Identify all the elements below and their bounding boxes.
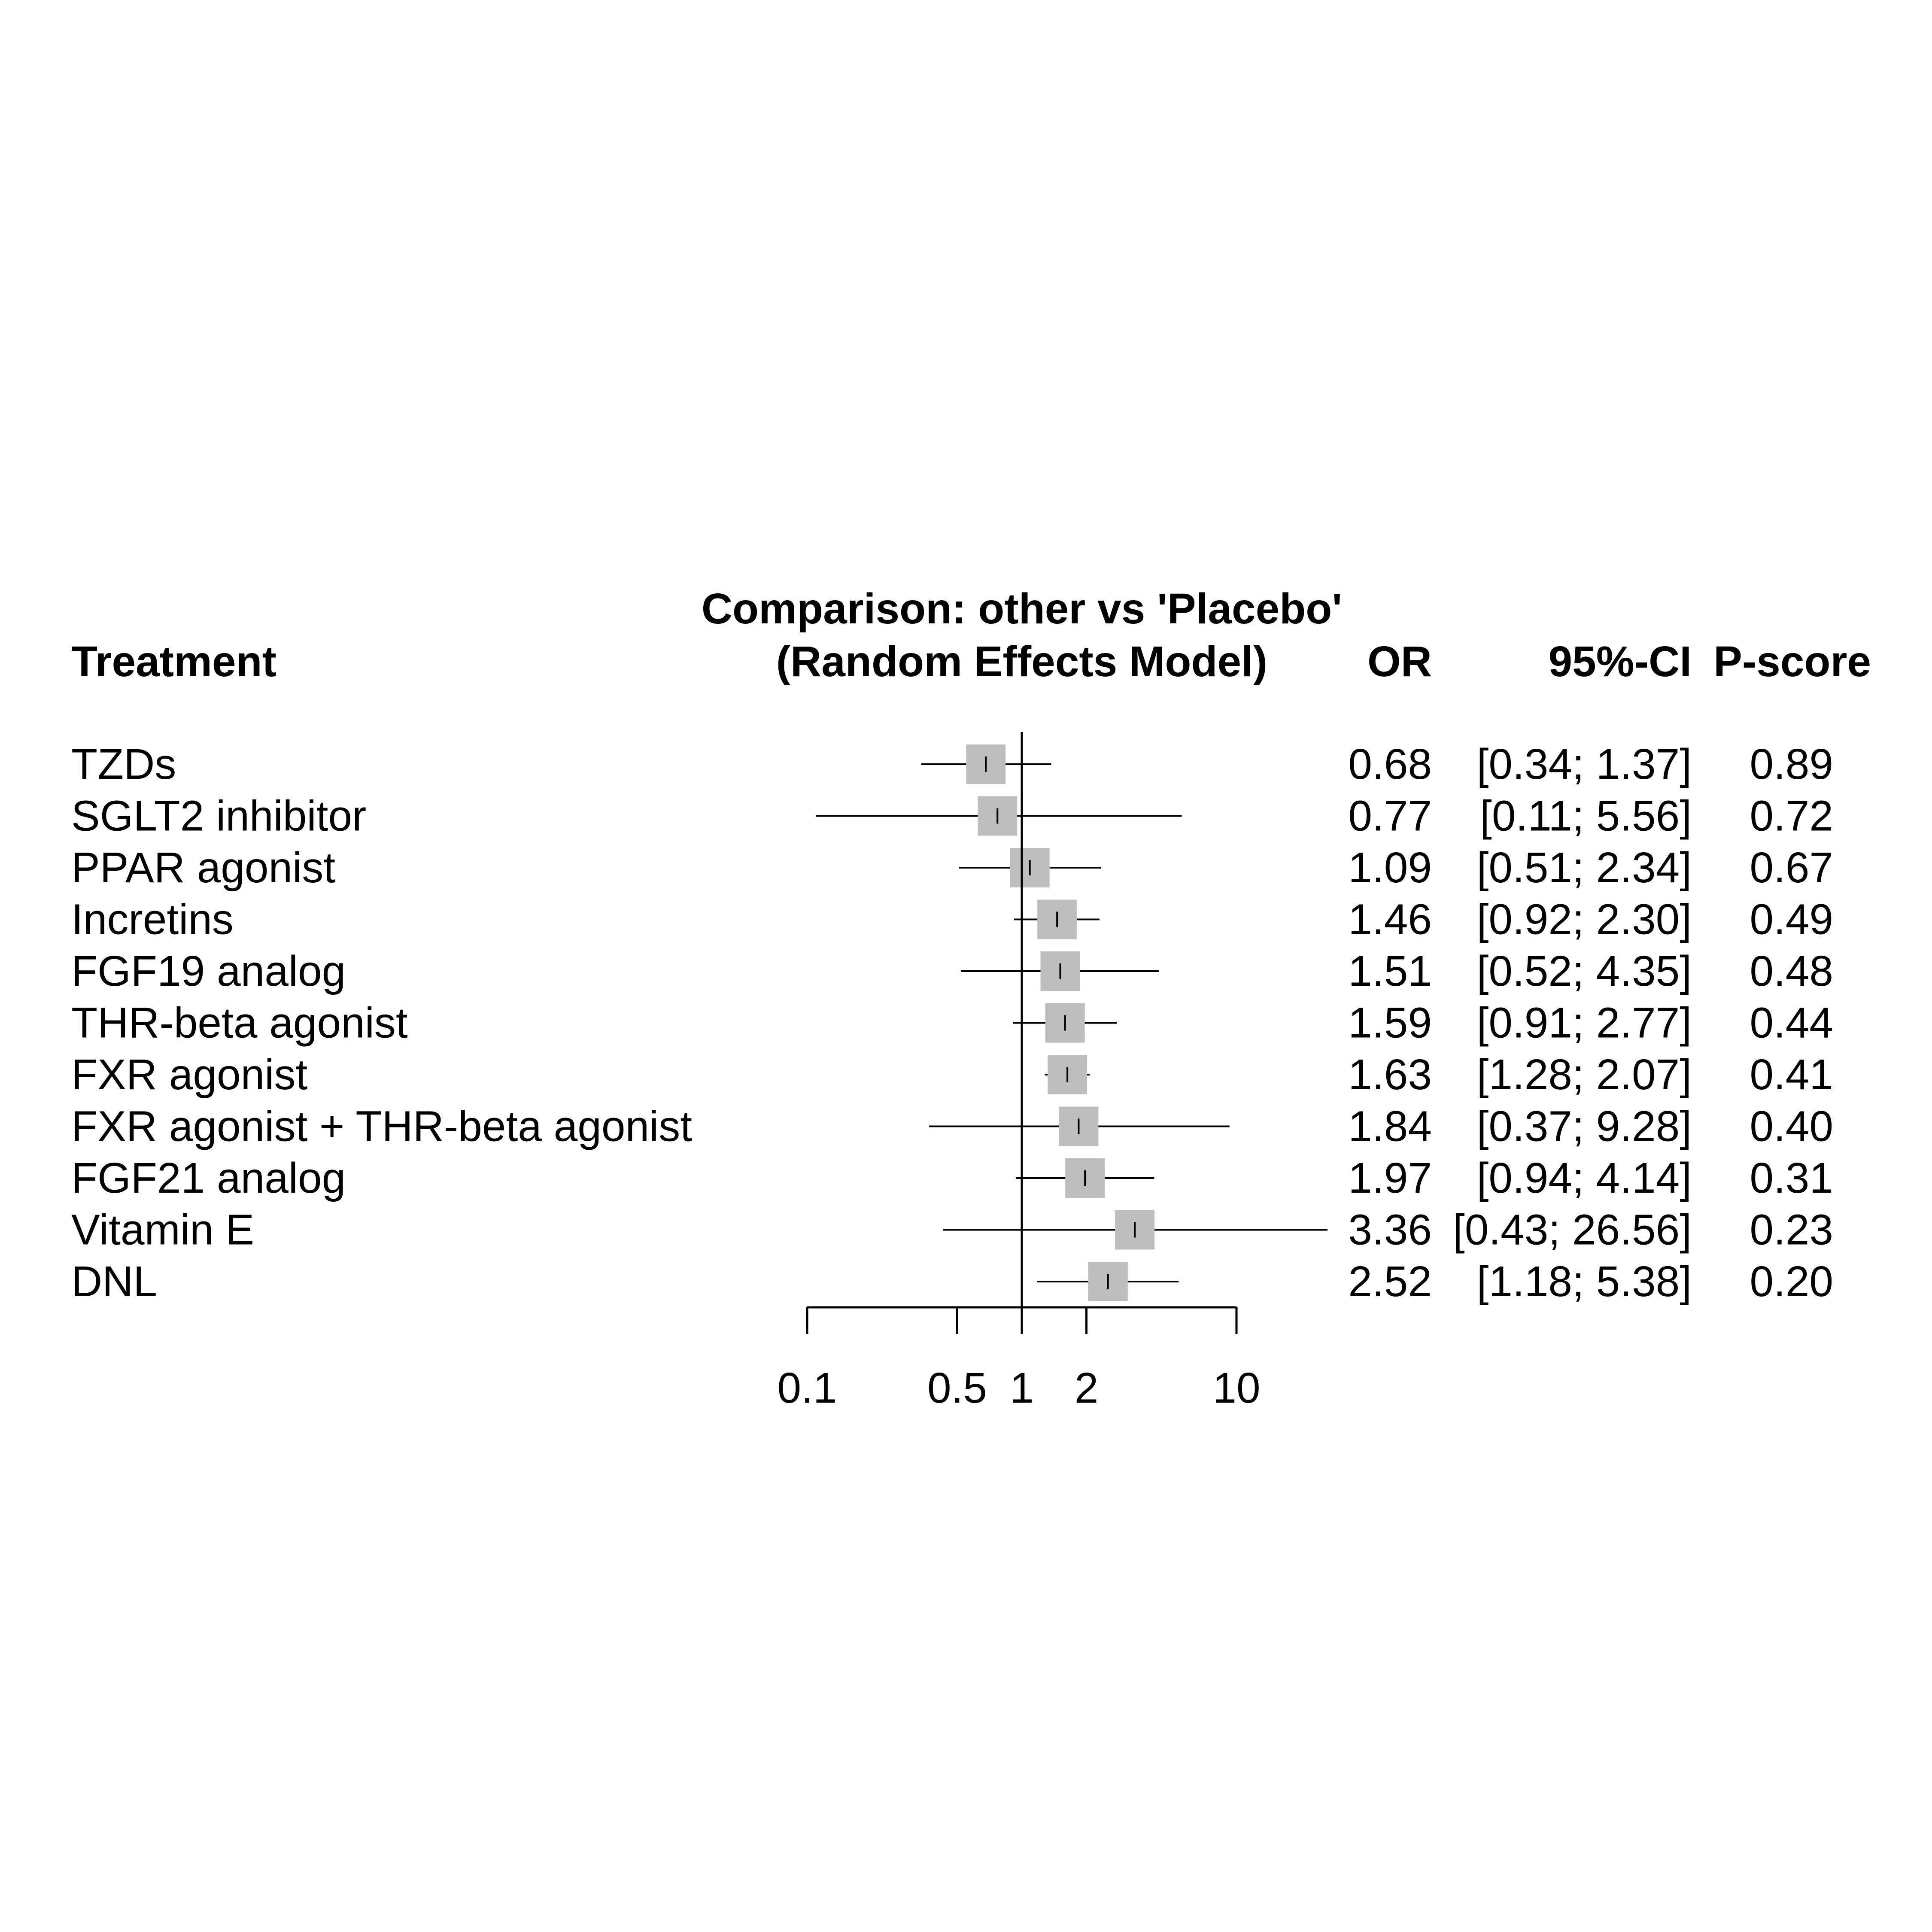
treatment-label: Vitamin E — [71, 1206, 254, 1254]
or-value: 2.52 — [1348, 1258, 1432, 1306]
x-tick-label: 1 — [1010, 1364, 1034, 1412]
or-value: 1.51 — [1348, 947, 1432, 995]
forest-row: THR-beta agonist 1.59 [0.91; 2.77] 0.44 — [71, 999, 1833, 1047]
pscore-value: 0.20 — [1750, 1258, 1833, 1306]
or-value: 1.59 — [1348, 999, 1432, 1047]
header-layer: Comparison: other vs 'Placebo' (Random E… — [71, 585, 1871, 686]
or-value: 1.63 — [1348, 1051, 1432, 1099]
pscore-value: 0.41 — [1750, 1051, 1833, 1099]
title-line-2: (Random Effects Model) — [776, 638, 1267, 686]
pscore-value: 0.23 — [1750, 1206, 1833, 1254]
ci-value: [1.18; 5.38] — [1477, 1258, 1692, 1306]
x-tick-label: 0.5 — [927, 1364, 987, 1412]
pscore-value: 0.40 — [1750, 1103, 1833, 1151]
treatment-label: SGLT2 inhibitor — [71, 792, 366, 840]
forest-row: DNL 2.52 [1.18; 5.38] 0.20 — [71, 1258, 1833, 1306]
pscore-value: 0.67 — [1750, 844, 1833, 892]
forest-row: SGLT2 inhibitor 0.77 [0.11; 5.56] 0.72 — [71, 792, 1833, 840]
treatment-label: FXR agonist + THR-beta agonist — [71, 1103, 692, 1151]
pscore-header: P-score — [1713, 638, 1871, 686]
ci-value: [0.11; 5.56] — [1480, 792, 1692, 840]
treatment-header: Treatment — [71, 638, 276, 686]
pscore-value: 0.48 — [1750, 947, 1833, 995]
treatment-label: THR-beta agonist — [71, 999, 408, 1047]
ci-value: [0.34; 1.37] — [1477, 740, 1692, 788]
ci-value: [0.52; 4.35] — [1477, 947, 1692, 995]
title-line-1: Comparison: other vs 'Placebo' — [702, 585, 1342, 633]
ci-value: [0.91; 2.77] — [1477, 999, 1692, 1047]
or-value: 0.68 — [1348, 740, 1432, 788]
or-value: 3.36 — [1348, 1206, 1432, 1254]
forest-row: Incretins 1.46 [0.92; 2.30] 0.49 — [71, 896, 1833, 944]
x-tick-label: 10 — [1212, 1364, 1260, 1412]
or-value: 1.84 — [1348, 1103, 1432, 1151]
forest-row: FXR agonist + THR-beta agonist 1.84 [0.37;… — [71, 1103, 1833, 1151]
x-tick-label: 0.1 — [777, 1364, 837, 1412]
treatment-label: FGF21 analog — [71, 1154, 346, 1202]
treatment-label: TZDs — [71, 740, 176, 788]
ci-value: [0.37; 9.28] — [1477, 1103, 1692, 1151]
x-axis: 0.1 0.5 1 2 10 — [777, 1306, 1261, 1412]
treatment-label: FXR agonist — [71, 1051, 307, 1099]
or-value: 0.77 — [1348, 792, 1432, 840]
ci-header: 95%-CI — [1549, 638, 1692, 686]
treatment-label: PPAR agonist — [71, 844, 335, 892]
rows-layer: TZDs 0.68 [0.34; 1.37] 0.89 SGLT2 inhibitor 0… — [71, 732, 1833, 1307]
or-value: 1.09 — [1348, 844, 1432, 892]
treatment-label: DNL — [71, 1258, 157, 1306]
pscore-value: 0.72 — [1750, 792, 1833, 840]
treatment-label: FGF19 analog — [71, 947, 346, 995]
forest-row: FGF21 analog 1.97 [0.94; 4.14] 0.31 — [71, 1154, 1833, 1202]
forest-row: Vitamin E 3.36 [0.43; 26.56] 0.23 — [71, 1206, 1833, 1254]
forest-row: TZDs 0.68 [0.34; 1.37] 0.89 — [71, 740, 1833, 788]
or-header: OR — [1367, 638, 1432, 686]
treatment-label: Incretins — [71, 896, 234, 944]
pscore-value: 0.89 — [1750, 740, 1833, 788]
ci-value: [0.92; 2.30] — [1477, 896, 1692, 944]
ci-value: [0.43; 26.56] — [1453, 1206, 1692, 1254]
forest-row: FXR agonist 1.63 [1.28; 2.07] 0.41 — [71, 1051, 1833, 1099]
or-value: 1.97 — [1348, 1154, 1432, 1202]
forest-row: FGF19 analog 1.51 [0.52; 4.35] 0.48 — [71, 947, 1833, 995]
pscore-value: 0.49 — [1750, 896, 1833, 944]
ci-value: [0.51; 2.34] — [1477, 844, 1692, 892]
forest-row: PPAR agonist 1.09 [0.51; 2.34] 0.67 — [71, 844, 1833, 892]
ci-value: [1.28; 2.07] — [1477, 1051, 1692, 1099]
x-tick-label: 2 — [1075, 1364, 1099, 1412]
pscore-value: 0.44 — [1750, 999, 1833, 1047]
or-value: 1.46 — [1348, 896, 1432, 944]
ci-value: [0.94; 4.14] — [1477, 1154, 1692, 1202]
pscore-value: 0.31 — [1750, 1154, 1833, 1202]
